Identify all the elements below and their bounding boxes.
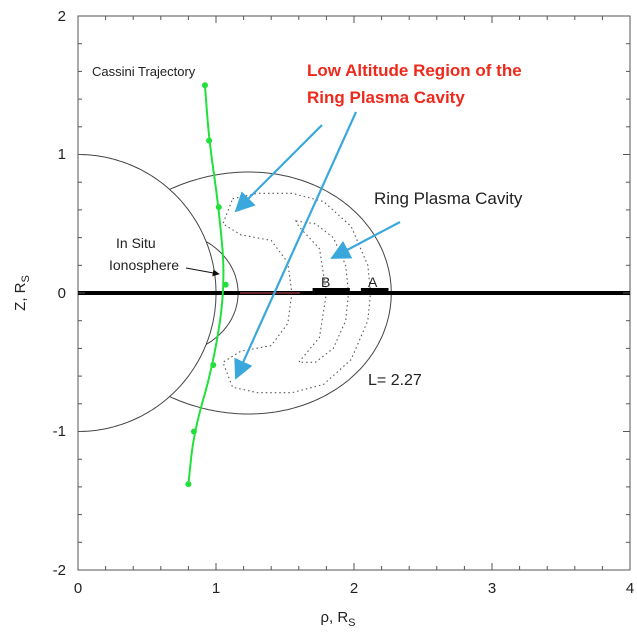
y-axis-label: Z, RS — [12, 275, 32, 311]
trajectory-point — [185, 481, 192, 488]
x-tick-label-1: 1 — [212, 580, 220, 597]
arrow-low-altitude-north — [234, 124, 323, 213]
low-altitude-label-line1: Low Altitude Region of the — [307, 61, 522, 80]
ring-a-label: A — [368, 274, 378, 290]
x-tick-label-0: 0 — [74, 580, 82, 597]
trajectory-points — [185, 82, 229, 488]
arrow-ionosphere — [185, 267, 220, 277]
trajectory-point — [210, 362, 217, 369]
arrow-low-altitude-south — [234, 111, 358, 380]
x-tick-label-3: 3 — [488, 580, 496, 597]
x-tick-label-2: 2 — [350, 580, 358, 597]
trajectory-point — [190, 428, 197, 435]
x-axis-label-main: ρ, R — [320, 609, 348, 626]
cassini-trajectory-label: Cassini Trajectory — [92, 64, 196, 79]
x-tick-label-4: 4 — [626, 580, 634, 597]
ionosphere-label-line1: In Situ — [116, 235, 156, 251]
y-axis-label-main: Z, R — [12, 282, 29, 310]
trajectory-point — [206, 137, 213, 144]
y-tick-label-1: 1 — [58, 146, 66, 163]
trajectory-point — [201, 82, 208, 89]
x-axis-label: ρ, RS — [320, 609, 355, 629]
trajectory-point — [222, 281, 229, 288]
y-tick-label-0: 0 — [58, 285, 66, 302]
y-tick-label-neg1: -1 — [53, 423, 66, 440]
ring-b-label: B — [321, 274, 330, 290]
axis-ticks — [77, 15, 631, 571]
l-shell-label: L= 2.27 — [368, 372, 422, 389]
low-altitude-label-line2: Ring Plasma Cavity — [307, 88, 465, 107]
ring-plasma-cavity-label: Ring Plasma Cavity — [374, 189, 523, 208]
arrow-ring-plasma-cavity — [330, 221, 401, 259]
cassini-trajectory-line — [187, 85, 225, 485]
trajectory-point — [215, 204, 222, 211]
y-tick-label-2: 2 — [58, 8, 66, 25]
y-axis-label-sub: S — [20, 275, 32, 282]
x-axis-label-sub: S — [348, 617, 355, 629]
ionosphere-label-line2: Ionosphere — [109, 257, 179, 273]
y-tick-label-neg2: -2 — [53, 562, 66, 579]
cavity-outer-contour — [222, 192, 372, 394]
